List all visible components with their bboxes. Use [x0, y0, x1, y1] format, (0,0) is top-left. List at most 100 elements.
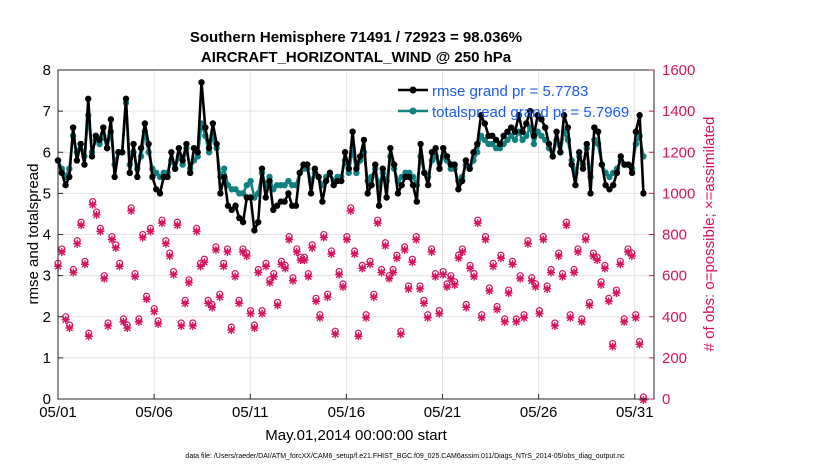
totalspread-point	[511, 136, 519, 144]
totalspread-point	[508, 132, 515, 139]
obs-assimilated-marker	[389, 268, 398, 277]
rmse-point	[186, 169, 194, 177]
chart-title: Southern Hemisphere 71491 / 72923 = 98.0…	[190, 29, 522, 46]
rmse-point	[387, 144, 394, 152]
obs-assimilated-marker	[612, 289, 621, 298]
obs-assimilated-marker	[485, 287, 494, 296]
rmse-point	[171, 165, 179, 172]
obs-assimilated-marker	[631, 313, 640, 322]
obs-assimilated-marker	[523, 239, 532, 248]
obs-assimilated-marker	[346, 206, 355, 215]
obs-assimilated-marker	[242, 252, 251, 261]
obs-assimilated-marker	[315, 313, 324, 322]
obs-assimilated-marker	[400, 245, 409, 254]
obs-assimilated-marker	[288, 276, 297, 285]
obs-assimilated-marker	[520, 313, 529, 322]
right-tick-label: 1000	[662, 185, 695, 202]
rmse-point	[421, 169, 428, 177]
obs-assimilated-marker	[335, 270, 344, 279]
obs-assimilated-marker	[416, 284, 425, 293]
obs-assimilated-marker	[354, 332, 363, 341]
obs-assimilated-marker	[181, 299, 190, 308]
totalspread-point	[247, 177, 254, 185]
obs-assimilated-marker	[554, 252, 563, 261]
totalspread-point	[519, 136, 526, 144]
rmse-point	[353, 165, 360, 172]
rmse-point	[583, 140, 590, 148]
totalspread-point	[232, 186, 239, 193]
rmse-point	[606, 186, 613, 193]
rmse-point	[134, 173, 141, 181]
obs-assimilated-marker	[635, 340, 644, 349]
rmse-point	[481, 120, 488, 127]
obs-assimilated-marker	[154, 319, 163, 328]
y-axis-label: rmse and totalspread	[25, 164, 42, 305]
x-tick-label: 05/11	[232, 404, 268, 421]
obs-assimilated-marker	[165, 252, 174, 261]
rmse-point	[251, 227, 258, 234]
obs-assimilated-marker	[211, 245, 220, 254]
rmse-point	[440, 144, 447, 152]
rmse-point	[349, 128, 356, 135]
rmse-point	[338, 177, 345, 185]
rmse-point	[330, 181, 337, 189]
rmse-point	[119, 149, 126, 156]
rmse-point	[213, 140, 220, 148]
obs-assimilated-marker	[61, 315, 70, 324]
obs-assimilated-marker	[427, 247, 436, 256]
rmse-point	[617, 153, 624, 160]
obs-assimilated-marker	[431, 272, 440, 281]
obs-assimilated-marker	[362, 313, 371, 322]
obs-assimilated-marker	[423, 313, 432, 322]
rmse-point	[285, 190, 292, 197]
obs-assimilated-marker	[620, 317, 629, 326]
rmse-point	[228, 206, 235, 214]
obs-assimilated-marker	[450, 280, 459, 289]
rmse-point	[379, 165, 387, 172]
totalspread-point	[220, 165, 228, 172]
obs-assimilated-marker	[142, 295, 151, 304]
rmse-point	[58, 169, 65, 177]
rmse-point	[458, 177, 466, 185]
totalspread-point	[239, 190, 247, 197]
rmse-point	[202, 124, 209, 131]
rmse-point	[111, 173, 118, 181]
obs-assimilated-marker	[535, 309, 544, 318]
obs-assimilated-marker	[454, 254, 463, 263]
rmse-point	[179, 157, 186, 164]
rmse-point	[443, 153, 451, 160]
rmse-point	[553, 128, 560, 135]
obs-assimilated-marker	[331, 330, 340, 339]
obs-assimilated-marker	[627, 252, 636, 261]
right-axis-label: # of obs: o=possible; ×=assimilated	[701, 117, 718, 352]
y-tick-label: 7	[43, 103, 51, 120]
rmse-point	[107, 116, 115, 123]
rmse-point	[224, 202, 232, 209]
y-tick-label: 1	[43, 350, 51, 367]
obs-assimilated-marker	[443, 282, 451, 291]
rmse-point	[511, 128, 519, 135]
rmse-point	[428, 149, 436, 156]
y-tick-label: 2	[43, 309, 51, 326]
rmse-point	[394, 190, 402, 197]
rmse-point	[322, 177, 330, 185]
rmse-point	[69, 124, 77, 131]
rmse-point	[103, 144, 111, 152]
obs-assimilated-marker	[616, 260, 625, 269]
rmse-point	[247, 194, 254, 201]
obs-assimilated-marker	[273, 301, 282, 310]
obs-count-series	[54, 198, 648, 404]
right-tick-label: 800	[662, 227, 687, 244]
obs-assimilated-marker	[342, 235, 351, 244]
chart-subtitle: AIRCRAFT_HORIZONTAL_WIND @ 250 hPa	[201, 49, 512, 66]
rmse-point	[549, 153, 556, 160]
rmse-point	[390, 161, 398, 168]
obs-assimilated-marker	[377, 268, 386, 277]
obs-assimilated-marker	[208, 303, 217, 312]
totalspread-point	[285, 177, 292, 185]
rmse-point	[270, 206, 277, 214]
rmse-point	[183, 140, 190, 148]
rmse-point	[168, 149, 175, 156]
obs-assimilated-marker	[192, 227, 201, 236]
grid	[58, 70, 654, 399]
